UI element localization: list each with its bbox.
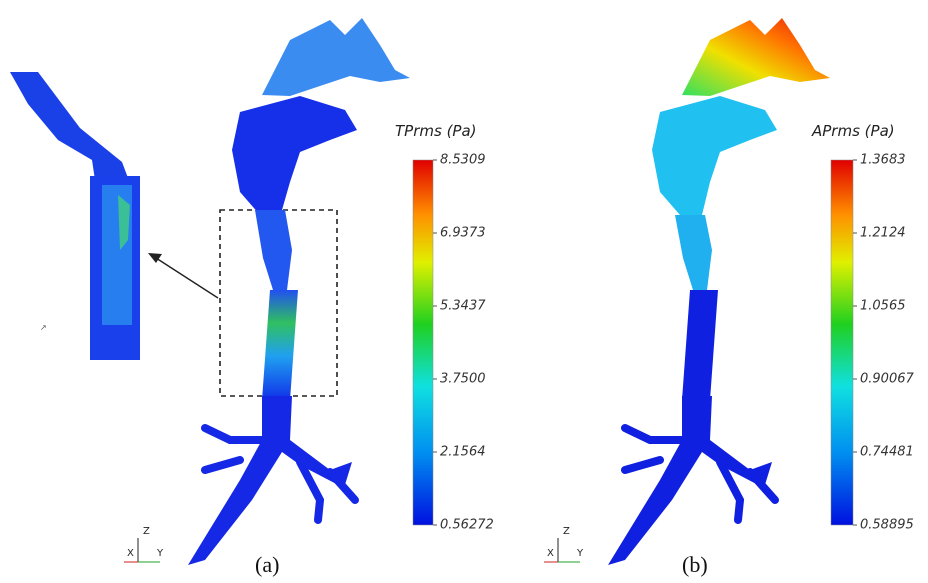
tick-label: 6.9373 <box>440 226 486 241</box>
svg-text:↗: ↗ <box>40 323 47 332</box>
airway-a <box>188 18 410 565</box>
colorbar-title: TPrms (Pa) <box>395 122 477 140</box>
tick-label: 5.3437 <box>440 299 486 314</box>
tick-label: 0.74481 <box>860 445 914 460</box>
tick-label: 0.58895 <box>860 518 914 533</box>
colorbar: TPrms (Pa) 8.5309 6.9373 5.3437 3.7500 2.156… <box>395 122 494 533</box>
panel-label: (b) <box>682 552 708 577</box>
axis-label: Y <box>156 548 164 559</box>
colorbar: APrms (Pa) 1.3683 1.2124 1.0565 0.90067 0.74… <box>811 122 914 533</box>
panel-label: (a) <box>255 552 279 577</box>
inset: ↗ <box>10 72 140 360</box>
axis-label: Z <box>563 526 570 537</box>
tick-label: 1.2124 <box>860 226 906 241</box>
colorbar-title: APrms (Pa) <box>811 122 895 140</box>
tick-label: 1.3683 <box>860 153 906 168</box>
axis-label: Z <box>143 526 150 537</box>
axis-label: X <box>127 548 134 559</box>
triad-b: Z X Y <box>544 526 584 563</box>
tick-label: 8.5309 <box>440 153 486 168</box>
tick-label: 0.56272 <box>440 518 494 533</box>
triad-a: Z X Y <box>124 526 164 563</box>
tick-label: 1.0565 <box>860 299 906 314</box>
airway-b <box>608 18 830 565</box>
tick-label: 3.7500 <box>440 372 486 387</box>
tick-label: 2.1564 <box>440 445 486 460</box>
axis-label: X <box>547 548 554 559</box>
tick-label: 0.90067 <box>860 372 914 387</box>
axis-label: Y <box>576 548 584 559</box>
zoom-indicator <box>148 209 338 397</box>
